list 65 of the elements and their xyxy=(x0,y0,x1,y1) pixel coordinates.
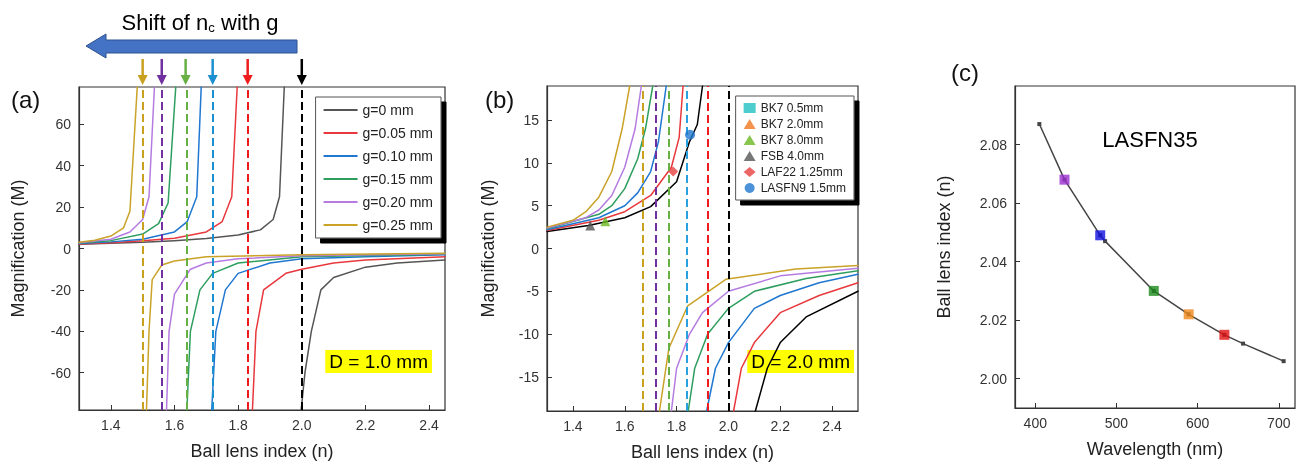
chart-title: (b) xyxy=(485,85,515,113)
x-tick-label: 1.8 xyxy=(666,418,687,434)
y-tick-label: 2.06 xyxy=(979,195,1008,212)
x-axis-title: Ball lens index (n) xyxy=(190,441,334,461)
y-tick-label: 2.00 xyxy=(979,370,1008,387)
x-tick-label: 2.0 xyxy=(718,418,739,434)
y-axis-title: Magnification (M) xyxy=(478,179,498,318)
x-tick-label: 1.4 xyxy=(101,417,121,433)
point xyxy=(585,220,596,231)
y-axis-title: Magnification (M) xyxy=(8,179,28,318)
x-tick-label: 1.8 xyxy=(228,417,249,433)
legend-label: g=0 mm xyxy=(362,102,414,118)
y-tick-label: -15 xyxy=(518,368,540,385)
legend-label: FSB 4.0mm xyxy=(760,149,824,163)
y-tick-label: 15 xyxy=(523,112,540,129)
annotation: D = 1.0 mm xyxy=(329,351,429,372)
y-tick-label: 60 xyxy=(55,116,72,133)
x-tick-label: 400 xyxy=(1023,415,1048,431)
x-tick-label: 500 xyxy=(1104,415,1129,431)
x-tick-label: 600 xyxy=(1185,415,1210,431)
y-tick-label: -60 xyxy=(50,364,72,381)
x-tick-label: 2.4 xyxy=(419,417,440,433)
legend-label: BK7 0.5mm xyxy=(760,101,824,115)
y-tick-label: 2.08 xyxy=(979,136,1008,153)
x-axis-title: Wavelength (nm) xyxy=(1086,439,1224,459)
point xyxy=(1037,122,1042,127)
y-tick-label: 20 xyxy=(55,199,72,216)
legend-label: g=0.20 mm xyxy=(362,194,434,210)
x-tick-label: 1.6 xyxy=(164,417,185,433)
point xyxy=(685,129,696,140)
x-tick-label: 1.6 xyxy=(615,418,635,434)
legend-label: BK7 8.0mm xyxy=(760,133,824,147)
y-tick-label: 5 xyxy=(531,197,540,214)
x-axis-title: Ball lens index (n) xyxy=(630,442,775,462)
x-tick-label: 1.4 xyxy=(563,418,583,434)
y-tick-label: -40 xyxy=(50,323,72,340)
x-tick-label: 2.4 xyxy=(822,418,843,434)
y-axis-title: Ball lens index (n) xyxy=(934,175,954,319)
annotation: LASFN35 xyxy=(1102,126,1198,152)
chart-title: (a) xyxy=(11,85,41,113)
y-tick-label: 0 xyxy=(531,240,540,257)
point xyxy=(600,216,611,227)
point xyxy=(668,166,679,177)
x-tick-label: 2.0 xyxy=(292,417,312,433)
legend-label: g=0.10 mm xyxy=(362,148,434,164)
point xyxy=(1281,359,1286,364)
y-tick-label: 40 xyxy=(55,157,72,174)
x-tick-label: 700 xyxy=(1267,415,1291,431)
y-tick-label: 10 xyxy=(523,154,540,171)
legend-label: g=0.15 mm xyxy=(362,171,434,187)
y-tick-label: -20 xyxy=(50,281,72,298)
legend-label: BK7 2.0mm xyxy=(760,117,824,131)
y-tick-label: 2.04 xyxy=(979,253,1008,270)
legend-label: g=0.05 mm xyxy=(362,125,434,141)
chart-title: (c) xyxy=(951,58,979,86)
y-tick-label: 2.02 xyxy=(979,312,1008,329)
legend-label: g=0.25 mm xyxy=(362,217,434,233)
y-tick-label: -5 xyxy=(526,283,540,300)
legend-label: LASFN9 1.5mm xyxy=(760,181,846,195)
x-tick-label: 2.2 xyxy=(770,418,791,434)
y-tick-label: 0 xyxy=(63,240,72,257)
y-tick-label: -10 xyxy=(518,326,540,343)
x-tick-label: 2.2 xyxy=(355,417,376,433)
legend-label: LAF22 1.25mm xyxy=(760,165,843,179)
point xyxy=(1241,341,1246,346)
